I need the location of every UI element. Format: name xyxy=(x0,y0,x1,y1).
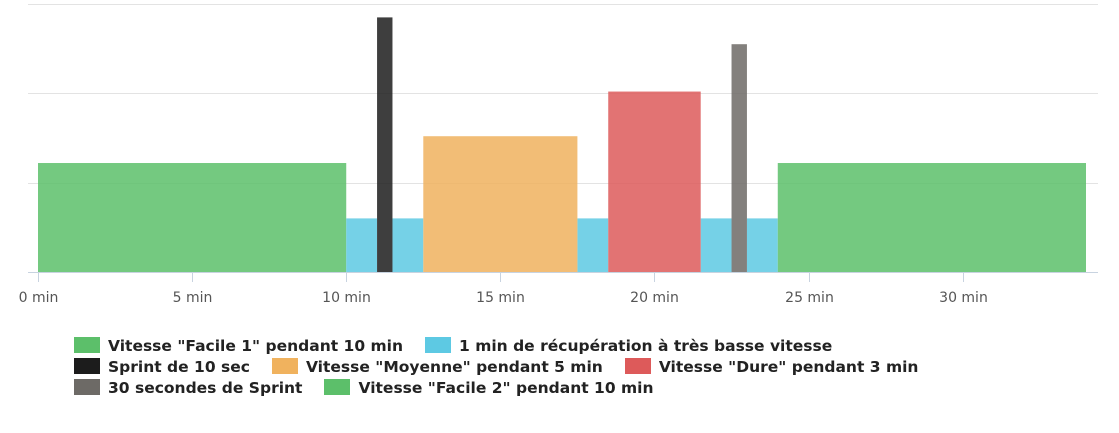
legend: Vitesse "Facile 1" pendant 10 min 1 min d… xyxy=(74,337,1074,400)
legend-item[interactable]: Sprint de 10 sec xyxy=(74,358,250,376)
legend-swatch xyxy=(624,358,651,374)
x-tick-label: 30 min xyxy=(939,290,988,306)
bar-series-4-segment-0 xyxy=(608,91,701,273)
legend-swatch xyxy=(74,337,100,353)
legend-row: Vitesse "Facile 1" pendant 10 min 1 min d… xyxy=(74,337,1074,358)
bar-series-1-segment-0 xyxy=(346,218,378,272)
x-tick-label: 0 min xyxy=(19,290,59,306)
bar-series-3-segment-0 xyxy=(423,136,578,272)
legend-item[interactable]: Vitesse "Dure" pendant 3 min xyxy=(624,358,919,376)
x-axis: 0 min 5 min 10 min 15 min 20 min 25 min 30 min xyxy=(19,272,1098,306)
legend-swatch xyxy=(74,358,100,374)
interval-training-chart: 0 min 5 min 10 min 15 min 20 min 25 min 30 min xyxy=(19,4,1098,306)
bar-series-2-segment-0 xyxy=(377,17,393,273)
legend-item[interactable]: Vitesse "Facile 2" pendant 10 min xyxy=(324,379,654,397)
x-tick-label: 20 min xyxy=(630,290,679,306)
bar-series-0-segment-0 xyxy=(38,163,347,272)
legend-label: Vitesse "Facile 2" pendant 10 min xyxy=(358,379,654,397)
legend-swatch xyxy=(271,358,298,374)
bar-series-1-segment-3 xyxy=(700,218,732,272)
legend-label: Vitesse "Moyenne" pendant 5 min xyxy=(305,358,603,376)
bar-series-1-segment-1 xyxy=(392,218,424,272)
legend-item[interactable]: 30 secondes de Sprint xyxy=(74,379,302,397)
x-tick-label: 25 min xyxy=(785,290,834,306)
legend-row: Sprint de 10 sec Vitesse "Moyenne" pendan… xyxy=(74,358,1074,379)
legend-label: 1 min de récupération à très basse vites… xyxy=(459,337,833,355)
legend-swatch xyxy=(425,337,452,353)
legend-label: Vitesse "Dure" pendant 3 min xyxy=(658,358,919,376)
legend-row: 30 secondes de Sprint Vitesse "Facile 2" … xyxy=(74,379,1074,400)
legend-label: Vitesse "Facile 1" pendant 10 min xyxy=(108,337,404,355)
x-tick-label: 10 min xyxy=(322,290,371,306)
x-tick-label: 15 min xyxy=(476,290,525,306)
legend-item[interactable]: Vitesse "Moyenne" pendant 5 min xyxy=(271,358,603,376)
bar-series-1-segment-4 xyxy=(746,218,778,272)
x-tick-label: 5 min xyxy=(173,290,213,306)
bar-series-1-segment-2 xyxy=(577,218,609,272)
legend-item[interactable]: 1 min de récupération à très basse vites… xyxy=(425,337,832,355)
bars xyxy=(38,17,1086,273)
bar-series-6-segment-0 xyxy=(777,163,1086,272)
legend-label: 30 secondes de Sprint xyxy=(108,379,303,397)
bar-series-5-segment-0 xyxy=(731,44,747,273)
legend-swatch xyxy=(324,379,351,395)
legend-swatch xyxy=(74,379,100,395)
legend-label: Sprint de 10 sec xyxy=(108,358,250,376)
legend-item[interactable]: Vitesse "Facile 1" pendant 10 min xyxy=(74,337,403,355)
